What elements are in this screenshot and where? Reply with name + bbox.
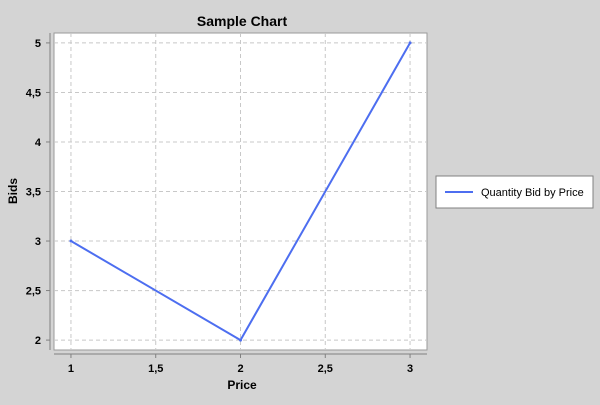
x-tick-label: 1,5 bbox=[148, 363, 163, 375]
data-point bbox=[408, 41, 412, 45]
series-layer bbox=[69, 41, 412, 342]
data-point bbox=[239, 338, 242, 342]
y-tick-label: 5 bbox=[35, 38, 41, 50]
y-gridlines bbox=[54, 42, 427, 341]
y-axis-label: Bids bbox=[6, 178, 20, 204]
x-tick-label: 2,5 bbox=[318, 363, 333, 375]
y-tick-label: 3 bbox=[35, 236, 41, 248]
y-tick-label: 2 bbox=[35, 335, 41, 347]
legend-label: Quantity Bid by Price bbox=[481, 187, 584, 199]
x-tick-label: 3 bbox=[407, 363, 413, 375]
y-tick-label: 3,5 bbox=[26, 187, 41, 199]
data-point bbox=[69, 239, 73, 243]
x-axis-label: Price bbox=[227, 378, 257, 392]
x-tick-label: 2 bbox=[237, 363, 243, 375]
x-gridlines bbox=[70, 33, 411, 350]
chart-title: Sample Chart bbox=[197, 13, 288, 29]
y-tick-label: 4,5 bbox=[26, 87, 41, 99]
x-tick-label: 1 bbox=[68, 363, 74, 375]
y-tick-label: 2,5 bbox=[26, 286, 41, 298]
y-axis-ticks: 2 2,5 3 3,5 4 4,5 5 bbox=[26, 38, 50, 347]
x-axis-ticks: 1 1,5 2 2,5 3 bbox=[68, 354, 413, 375]
legend: Quantity Bid by Price bbox=[435, 175, 594, 209]
y-tick-label: 4 bbox=[35, 137, 42, 149]
